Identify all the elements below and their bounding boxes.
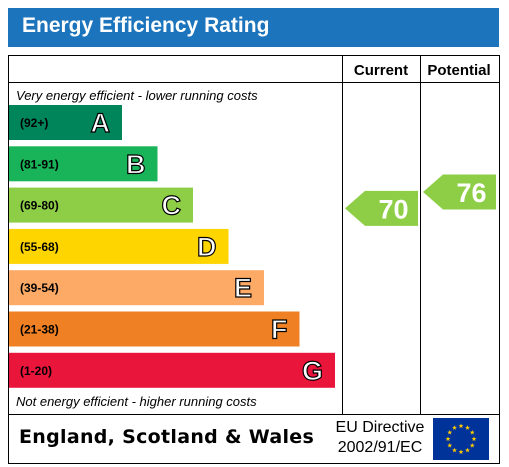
- band-range-c: (69-80): [20, 199, 59, 213]
- band-bar-f: [9, 311, 300, 347]
- footer-country: England, Scotland & Wales: [19, 426, 315, 448]
- band-letter-g: G: [302, 356, 323, 386]
- band-g: (1-20) G: [9, 352, 335, 388]
- eu-flag-star: [445, 436, 451, 442]
- column-header-potential: Potential: [427, 62, 490, 79]
- eu-flag-star: [465, 447, 470, 453]
- band-b: (81-91) B: [9, 146, 158, 182]
- column-header-current: Current: [354, 62, 408, 79]
- band-bar-c: [9, 187, 193, 223]
- band-range-e: (39-54): [20, 281, 59, 295]
- band-letter-f: F: [271, 315, 288, 345]
- band-range-d: (55-68): [20, 240, 59, 254]
- eu-flag-star: [458, 423, 464, 429]
- band-letter-c: C: [162, 191, 182, 221]
- chart-title: Energy Efficiency Rating: [22, 14, 270, 37]
- band-e: (39-54) E: [9, 270, 264, 306]
- band-d: (55-68) D: [9, 228, 229, 264]
- band-bar-g: [9, 352, 335, 388]
- band-bar-d: [9, 228, 229, 264]
- potential-rating-value: 76: [456, 178, 486, 208]
- band-letter-d: D: [197, 232, 217, 262]
- eu-flag-star: [452, 425, 457, 430]
- eu-flag-icon: [433, 418, 489, 460]
- eu-directive-label: EU Directive: [335, 419, 425, 436]
- band-letter-b: B: [126, 149, 146, 179]
- current-rating-value: 70: [378, 194, 408, 224]
- band-f: (21-38) F: [9, 311, 300, 347]
- band-a: (92+) A: [9, 105, 122, 140]
- band-bar-b: [9, 146, 158, 182]
- band-range-a: (92+): [20, 116, 48, 130]
- band-range-b: (81-91): [20, 157, 59, 171]
- band-range-g: (1-20): [20, 364, 52, 378]
- band-range-f: (21-38): [20, 323, 59, 337]
- eu-flag-star: [458, 449, 464, 455]
- eu-flag-star: [465, 425, 470, 430]
- title-bar: Energy Efficiency Rating: [8, 8, 499, 47]
- caption-bottom: Not energy efficient - higher running co…: [16, 394, 257, 409]
- footer: England, Scotland & Wales EU Directive 2…: [8, 414, 499, 463]
- current-arrow-shape: [345, 190, 418, 226]
- band-bar-e: [9, 270, 264, 306]
- eu-flag-star: [452, 447, 457, 453]
- potential-arrow-shape: [423, 174, 496, 210]
- eu-flag-star: [447, 429, 453, 435]
- potential-rating-arrow: 76: [423, 174, 496, 210]
- eu-flag-star: [447, 442, 453, 448]
- eu-flag-star: [471, 436, 477, 442]
- band-bar-a: [9, 105, 122, 140]
- chart-frame: [8, 55, 500, 464]
- eu-flag-star: [469, 442, 475, 448]
- caption-top: Very energy efficient - lower running co…: [16, 88, 258, 103]
- band-letter-a: A: [91, 108, 111, 138]
- band-letter-e: E: [234, 273, 252, 303]
- current-rating-arrow: 70: [345, 190, 418, 226]
- eu-flag-star: [469, 429, 475, 435]
- eu-directive-number: 2002/91/EC: [337, 439, 423, 456]
- band-c: (69-80) C: [9, 187, 193, 223]
